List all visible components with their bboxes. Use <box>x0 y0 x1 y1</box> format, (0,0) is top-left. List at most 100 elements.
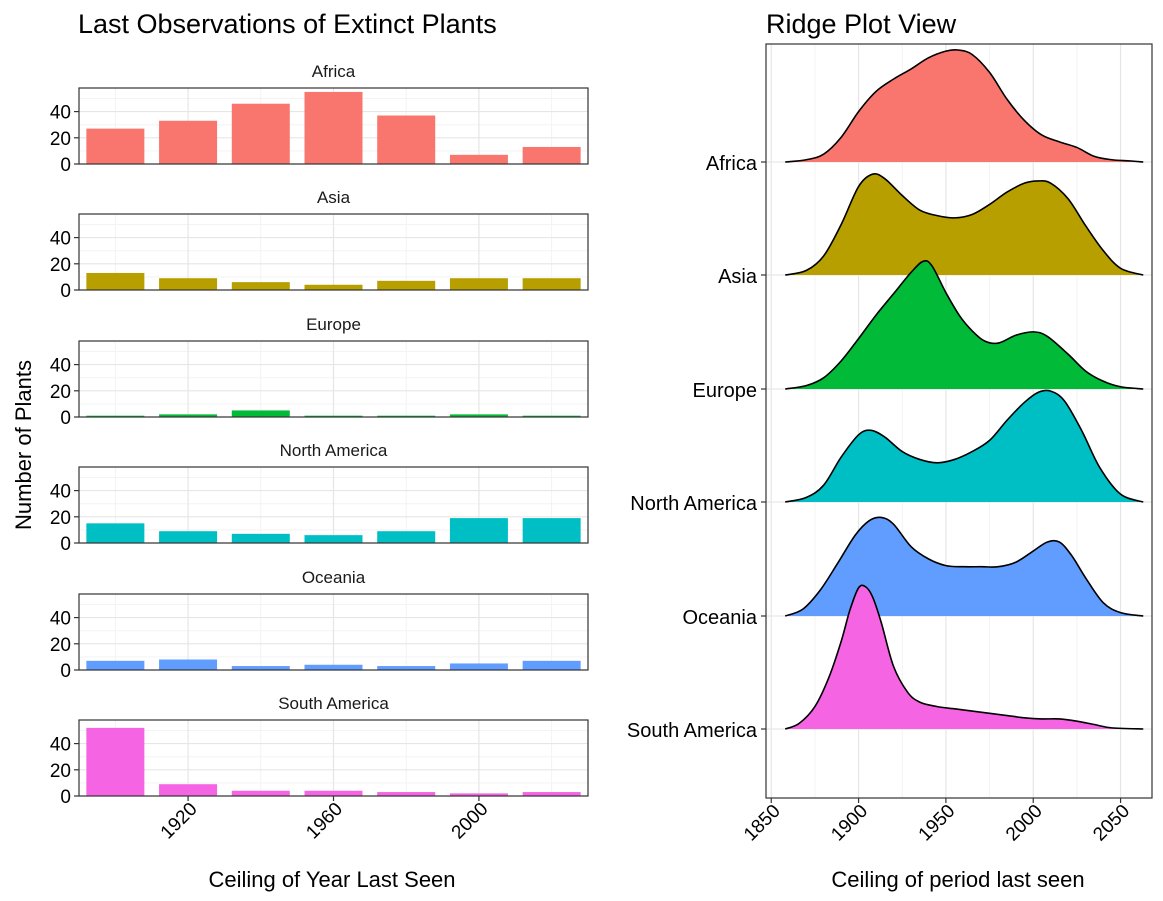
bar <box>522 146 581 164</box>
facet-strip-label: Europe <box>306 315 361 334</box>
x-tick-label: 1960 <box>302 799 347 844</box>
ridge-fill <box>785 173 1144 275</box>
x-tick-label: 1850 <box>740 801 785 846</box>
y-tick-label: 20 <box>50 508 71 529</box>
bar <box>231 790 290 796</box>
bar <box>86 415 145 417</box>
y-tick-label: 20 <box>50 129 71 150</box>
ridge-y-label: South America <box>627 720 758 742</box>
ridge-fill <box>785 517 1144 616</box>
bar <box>449 663 508 670</box>
bar <box>304 535 363 543</box>
bar <box>522 792 581 796</box>
bar-x-ticks: 1920 1960 2000 <box>157 796 492 844</box>
ridge-fill <box>785 260 1144 389</box>
y-tick-label: 40 <box>50 482 71 503</box>
bar <box>377 531 436 543</box>
bar <box>231 282 290 290</box>
facet-south-america: South America 0 20 40 <box>50 694 589 808</box>
ridge-panel-border <box>765 43 1153 799</box>
bar <box>231 103 290 164</box>
bar <box>304 664 363 670</box>
ridge-oceania <box>784 516 1144 617</box>
ridge-outline <box>785 389 1144 503</box>
bar <box>522 278 581 290</box>
bar-y-axis-title: Number of Plants <box>11 360 36 530</box>
ridge-outline <box>785 173 1144 276</box>
bar <box>159 659 218 670</box>
x-tick-label: 1900 <box>827 801 872 846</box>
bar <box>449 793 508 796</box>
facet-panel-border <box>78 213 589 291</box>
y-tick-label: 40 <box>50 609 71 630</box>
ridge-y-label: Asia <box>718 266 758 288</box>
y-tick-label: 0 <box>60 661 71 682</box>
bar <box>86 523 145 543</box>
ridge-y-label: Europe <box>693 380 758 402</box>
bar <box>449 154 508 164</box>
y-tick-label: 20 <box>50 382 71 403</box>
bar <box>377 280 436 290</box>
ridge-outline <box>785 260 1144 390</box>
y-tick-label: 20 <box>50 255 71 276</box>
y-tick-label: 0 <box>60 155 71 176</box>
bar <box>159 784 218 796</box>
bar <box>231 533 290 543</box>
x-tick-label: 1950 <box>915 801 960 846</box>
facet-strip-label: South America <box>278 694 389 713</box>
facet-north-america: North America 0 20 40 <box>50 441 589 555</box>
ridge-outline <box>784 516 1144 617</box>
bar <box>86 128 145 164</box>
bar <box>449 414 508 417</box>
ridge-y-labels: Africa Asia Europe North America Oceania Sout… <box>627 153 766 742</box>
y-tick-label: 0 <box>60 787 71 808</box>
y-tick-label: 40 <box>50 735 71 756</box>
facet-strip-label: Asia <box>317 188 351 207</box>
bar <box>231 666 290 670</box>
bar <box>449 518 508 543</box>
bar <box>304 91 363 164</box>
ridge-y-label: Oceania <box>683 607 758 629</box>
y-tick-label: 0 <box>60 534 71 555</box>
facet-europe: Europe 0 20 40 <box>50 315 589 429</box>
ridge-north-america <box>785 389 1144 503</box>
y-tick-label: 20 <box>50 635 71 656</box>
x-tick-label: 1920 <box>157 799 202 844</box>
ridge-outline <box>784 584 1144 730</box>
ridge-y-label: North America <box>630 493 758 515</box>
ridge-y-label: Africa <box>706 153 758 175</box>
facet-panel-border <box>78 87 589 165</box>
ridge-africa <box>785 48 1144 163</box>
y-tick-label: 40 <box>50 103 71 124</box>
facet-panel-border <box>78 466 589 544</box>
ridge-europe <box>785 260 1144 390</box>
bar <box>159 120 218 164</box>
ridge-fill <box>785 49 1144 162</box>
ridge-plot-area <box>765 43 1153 799</box>
facet-africa: Africa 0 20 40 <box>50 62 589 176</box>
bar <box>86 660 145 670</box>
bar <box>304 790 363 796</box>
bar <box>86 272 145 290</box>
x-tick-label: 2050 <box>1089 801 1134 846</box>
ridge-asia <box>785 173 1144 276</box>
bar <box>522 660 581 670</box>
facet-strip-label: Africa <box>312 62 356 81</box>
bar <box>522 415 581 417</box>
bar <box>449 278 508 290</box>
facet-bar-panel: Last Observations of Extinct Plants Afri… <box>11 9 589 892</box>
bar <box>377 415 436 417</box>
bar <box>522 518 581 543</box>
ridge-x-axis-title: Ceiling of period last seen <box>831 867 1084 892</box>
ridge-south-america <box>784 584 1144 730</box>
ridge-x-ticks: 1850 1900 1950 2000 2050 <box>740 798 1134 845</box>
y-tick-label: 40 <box>50 229 71 250</box>
ridge-fill <box>785 585 1144 729</box>
ridge-panel: Ridge Plot View 1850 1900 1950 2000 2050 Afr… <box>627 9 1153 892</box>
bar <box>304 284 363 290</box>
ridge-outline <box>785 48 1144 163</box>
y-tick-label: 0 <box>60 281 71 302</box>
bar <box>377 115 436 164</box>
ridge-fill <box>785 390 1144 502</box>
